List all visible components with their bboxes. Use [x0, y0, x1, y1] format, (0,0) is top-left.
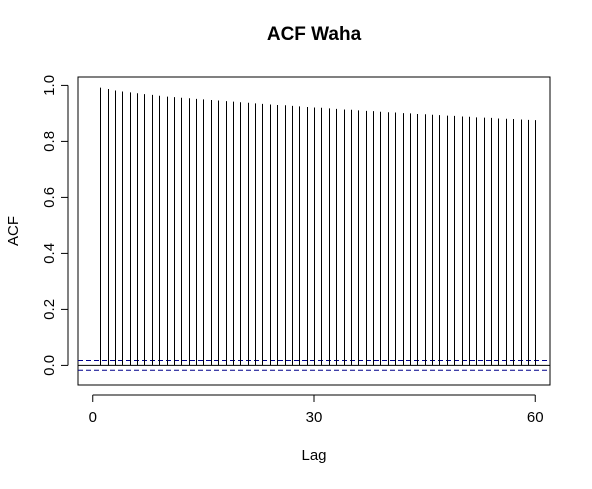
y-tick-label: 0.4: [41, 243, 58, 264]
x-axis-label: Lag: [301, 447, 326, 464]
y-tick-label: 1.0: [41, 75, 58, 96]
x-tick-label: 60: [527, 409, 544, 426]
plot-frame: [77, 76, 551, 386]
plot-area: 0 30 60 0.0 0.2 0.4 0.6 0.8 1.0: [41, 75, 551, 426]
x-tick-label: 30: [306, 409, 323, 426]
y-tick-label: 0.0: [41, 355, 58, 376]
y-axis-label: ACF: [5, 216, 22, 246]
y-tick-label: 0.2: [41, 299, 58, 320]
y-tick-label: 0.8: [41, 131, 58, 152]
x-tick-label: 0: [89, 409, 97, 426]
chart-title: ACF Waha: [267, 24, 362, 45]
y-tick-label: 0.6: [41, 187, 58, 208]
